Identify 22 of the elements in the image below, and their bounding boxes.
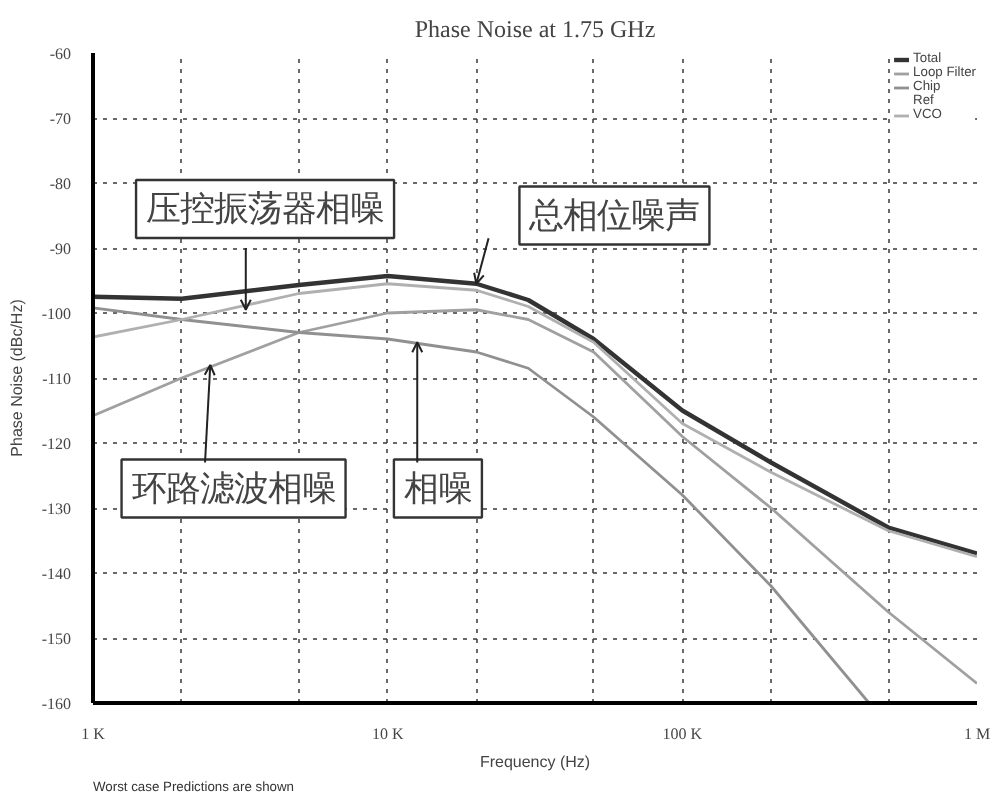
chart-title: Phase Noise at 1.75 GHz	[414, 15, 656, 43]
x-tick-label: 1 M	[963, 725, 991, 743]
annotation: 环路滤波相噪	[131, 469, 336, 508]
x-axis-title: Frequency (Hz)	[479, 753, 591, 771]
x-tick-label: 10 K	[371, 725, 404, 743]
y-tick-label: -100	[41, 305, 72, 323]
y-tick-label: -110	[42, 370, 72, 388]
y-tick-label: -120	[41, 435, 72, 453]
y-axis-title: Phase Noise (dBc/Hz)	[7, 298, 26, 457]
y-tick-label: -160	[41, 695, 72, 713]
annotation: 相噪	[403, 469, 472, 508]
annotation: 压控振荡器相噪	[146, 190, 385, 228]
x-tick-label: 100 K	[662, 725, 703, 743]
annotation: 总相位噪声	[527, 196, 700, 235]
y-tick-label: -60	[49, 45, 72, 63]
x-tick-label: 1 K	[81, 725, 106, 743]
y-tick-label: -90	[49, 240, 72, 258]
y-tick-label: -130	[41, 500, 72, 518]
y-tick-label: -150	[41, 630, 72, 648]
y-tick-label: -80	[49, 175, 72, 193]
y-tick-label: -70	[49, 110, 72, 128]
y-tick-label: -140	[41, 565, 72, 583]
